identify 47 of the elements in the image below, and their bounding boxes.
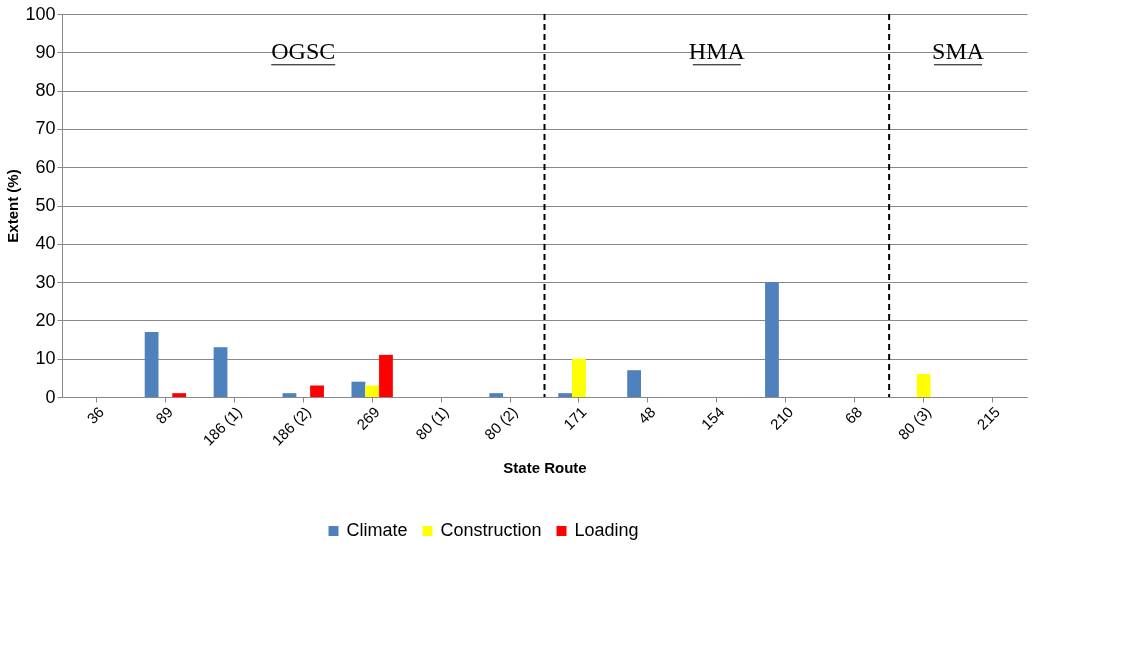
x-tick-label: 186 (1) <box>199 403 245 449</box>
y-tick-label: 20 <box>35 309 56 330</box>
x-tick-label: 210 <box>766 403 797 433</box>
annotation: SMA <box>932 37 985 64</box>
x-tick-label: 80 (1) <box>411 403 452 443</box>
y-tick-label: 50 <box>35 195 56 215</box>
bar <box>213 347 228 397</box>
y-tick-label: 30 <box>35 271 56 292</box>
legend-label: Loading <box>574 520 639 540</box>
y-tick-label: 0 <box>45 386 56 407</box>
x-tick-label: 269 <box>353 403 383 433</box>
y-tick-label: 100 <box>25 3 56 24</box>
x-tick-label: 171 <box>559 403 590 433</box>
y-tick-label: 70 <box>35 118 56 139</box>
bar <box>365 385 380 397</box>
bar <box>144 331 159 397</box>
legend-label: Climate <box>346 520 408 540</box>
y-tick-label: 80 <box>35 80 56 101</box>
x-tick-label: 89 <box>152 403 176 427</box>
x-axis-title: State Route <box>503 458 587 476</box>
x-tick-label: 186 (2) <box>268 403 314 449</box>
x-tick-label: 36 <box>83 403 108 427</box>
bar <box>558 393 573 397</box>
bar <box>489 393 504 397</box>
x-tick-label: 48 <box>634 403 659 427</box>
x-tick-label: 80 (2) <box>480 403 521 443</box>
bar <box>282 393 297 397</box>
bar <box>916 374 931 397</box>
annotation: HMA <box>688 37 746 64</box>
y-tick-label: 10 <box>35 348 56 369</box>
legend-label: Construction <box>440 520 542 540</box>
bar <box>572 358 586 397</box>
y-tick-label: 90 <box>35 41 56 62</box>
x-tick-label: 154 <box>697 403 728 433</box>
x-tick-label: 80 (3) <box>894 403 935 443</box>
y-axis-title: Extent (%) <box>4 169 22 243</box>
bar <box>627 370 641 397</box>
bar <box>765 282 779 397</box>
bar <box>310 385 324 397</box>
y-tick-label: 40 <box>35 233 56 254</box>
x-tick-label: 215 <box>973 403 1004 433</box>
bar <box>172 393 187 397</box>
x-tick-label: 68 <box>841 403 866 427</box>
annotation: OGSC <box>271 37 336 64</box>
y-tick-label: 60 <box>35 156 56 177</box>
bar <box>351 381 366 397</box>
bar <box>379 354 393 397</box>
